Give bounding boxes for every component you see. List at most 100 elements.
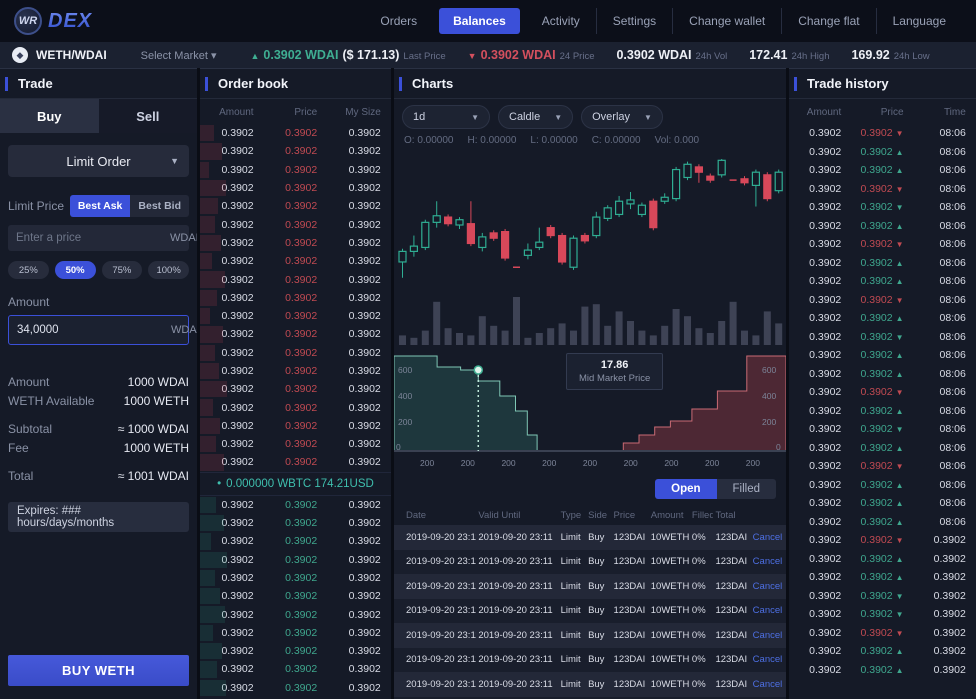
cancel-order-link[interactable]: Cancel xyxy=(752,580,783,592)
trade-history-row[interactable]: 0.3902 0.3902 ▼ 0.3902 xyxy=(809,626,966,639)
trade-history-row[interactable]: 0.3902 0.3902 ▲ 08:06 xyxy=(809,275,966,288)
candlestick-chart[interactable] xyxy=(394,151,786,347)
order-book-row[interactable]: 0.3902 0.3902 0.3902 xyxy=(200,435,391,453)
trade-history-row[interactable]: 0.3902 0.3902 ▲ 08:06 xyxy=(809,145,966,158)
nav-item-balances[interactable]: Balances xyxy=(439,8,520,34)
order-book-row[interactable]: 0.3902 0.3902 0.3902 xyxy=(200,624,391,642)
trade-history-row[interactable]: 0.3902 0.3902 ▲ 0.3902 xyxy=(809,552,966,565)
order-book-row[interactable]: 0.3902 0.3902 0.3902 xyxy=(200,569,391,587)
depth-chart[interactable]: 600 600 400 400 200 200 0 0 17.86 Mid Market Pr… xyxy=(394,347,786,473)
nav-item-settings[interactable]: Settings xyxy=(595,8,672,34)
order-book-row[interactable]: 0.3902 0.3902 0.3902 xyxy=(200,380,391,398)
trade-history-row[interactable]: 0.3902 0.3902 ▼ 08:06 xyxy=(809,386,966,399)
arrow-up-icon: ▲ xyxy=(895,314,904,324)
cancel-order-link[interactable]: Cancel xyxy=(752,654,783,666)
select-market-dropdown[interactable]: Select Market ▾ xyxy=(140,49,217,62)
order-book-row[interactable]: 0.3902 0.3902 0.3902 xyxy=(200,551,391,569)
trade-history-row[interactable]: 0.3902 0.3902 ▲ 0.3902 xyxy=(809,663,966,676)
cancel-order-link[interactable]: Cancel xyxy=(752,605,783,617)
order-book-row[interactable]: 0.3902 0.3902 0.3902 xyxy=(200,398,391,416)
nav-item-orders[interactable]: Orders xyxy=(380,14,418,28)
order-book-row[interactable]: 0.3902 0.3902 0.3902 xyxy=(200,142,391,160)
order-book-row[interactable]: 0.3902 0.3902 0.3902 xyxy=(200,289,391,307)
order-type-select[interactable]: Limit Order ▼ xyxy=(8,145,189,177)
percent-100[interactable]: 100% xyxy=(148,261,189,279)
trade-history-row[interactable]: 0.3902 0.3902 ▲ 08:06 xyxy=(809,367,966,380)
trade-history-row[interactable]: 0.3902 0.3902 ▼ 0.3902 xyxy=(809,589,966,602)
trade-history-row[interactable]: 0.3902 0.3902 ▲ 0.3902 xyxy=(809,571,966,584)
trade-history-row[interactable]: 0.3902 0.3902 ▲ 08:06 xyxy=(809,478,966,491)
order-book-row[interactable]: 0.3902 0.3902 0.3902 xyxy=(200,307,391,325)
depth-x-tick: 200 xyxy=(501,458,516,468)
order-book-row[interactable]: 0.3902 0.3902 0.3902 xyxy=(200,270,391,288)
order-book-row[interactable]: 0.3902 0.3902 0.3902 xyxy=(200,179,391,197)
trade-history-row[interactable]: 0.3902 0.3902 ▼ 08:06 xyxy=(809,460,966,473)
trade-history-row[interactable]: 0.3902 0.3902 ▼ 08:06 xyxy=(809,423,966,436)
trade-history-row[interactable]: 0.3902 0.3902 ▼ 0.3902 xyxy=(809,608,966,621)
order-book-row[interactable]: 0.3902 0.3902 0.3902 xyxy=(200,362,391,380)
trade-history-row[interactable]: 0.3902 0.3902 ▼ 08:06 xyxy=(809,182,966,195)
trade-history-row[interactable]: 0.3902 0.3902 ▲ 08:06 xyxy=(809,404,966,417)
order-book-row[interactable]: 0.3902 0.3902 0.3902 xyxy=(200,453,391,471)
cancel-order-link[interactable]: Cancel xyxy=(752,531,783,543)
order-book-row[interactable]: 0.3902 0.3902 0.3902 xyxy=(200,605,391,623)
order-book-row[interactable]: 0.3902 0.3902 0.3902 xyxy=(200,344,391,362)
order-book-row[interactable]: 0.3902 0.3902 0.3902 xyxy=(200,514,391,532)
order-book-row[interactable]: 0.3902 0.3902 0.3902 xyxy=(200,679,391,697)
price-input-suffix: WDAI xyxy=(170,232,197,244)
trade-history-row[interactable]: 0.3902 0.3902 ▼ 08:06 xyxy=(809,127,966,140)
accent-bar xyxy=(399,76,402,91)
arrow-down-icon: ▼ xyxy=(895,628,904,638)
percent-75[interactable]: 75% xyxy=(101,261,143,279)
nav-item-activity[interactable]: Activity xyxy=(541,14,580,28)
tab-buy[interactable]: Buy xyxy=(0,99,99,133)
trade-history-row[interactable]: 0.3902 0.3902 ▲ 08:06 xyxy=(809,441,966,454)
tab-filled-orders[interactable]: Filled xyxy=(716,479,776,499)
tab-sell[interactable]: Sell xyxy=(98,99,197,133)
order-book-row[interactable]: 0.3902 0.3902 0.3902 xyxy=(200,642,391,660)
tab-open-orders[interactable]: Open xyxy=(655,479,717,499)
order-book-row[interactable]: 0.3902 0.3902 0.3902 xyxy=(200,325,391,343)
order-book-row[interactable]: 0.3902 0.3902 0.3902 xyxy=(200,252,391,270)
expires-input[interactable]: Expires: ### hours/days/months xyxy=(8,502,189,532)
trade-history-row[interactable]: 0.3902 0.3902 ▲ 08:06 xyxy=(809,497,966,510)
order-book-row[interactable]: 0.3902 0.3902 0.3902 xyxy=(200,234,391,252)
cancel-order-link[interactable]: Cancel xyxy=(752,556,783,568)
order-book-row[interactable]: 0.3902 0.3902 0.3902 xyxy=(200,660,391,678)
order-book-row[interactable]: 0.3902 0.3902 0.3902 xyxy=(200,215,391,233)
trade-history-row[interactable]: 0.3902 0.3902 ▲ 08:06 xyxy=(809,219,966,232)
order-book-row[interactable]: 0.3902 0.3902 0.3902 xyxy=(200,417,391,435)
price-input[interactable] xyxy=(16,232,170,244)
nav-item-language[interactable]: Language xyxy=(875,8,962,34)
trade-history-row[interactable]: 0.3902 0.3902 ▲ 08:06 xyxy=(809,256,966,269)
trade-history-row[interactable]: 0.3902 0.3902 ▼ 08:06 xyxy=(809,201,966,214)
order-book-row[interactable]: 0.3902 0.3902 0.3902 xyxy=(200,532,391,550)
amount-input[interactable] xyxy=(17,324,171,336)
buy-weth-button[interactable]: BUY WETH xyxy=(8,655,189,686)
trade-history-row[interactable]: 0.3902 0.3902 ▼ 0.3902 xyxy=(809,534,966,547)
trade-history-row[interactable]: 0.3902 0.3902 ▼ 08:06 xyxy=(809,293,966,306)
trade-history-row[interactable]: 0.3902 0.3902 ▲ 08:06 xyxy=(809,515,966,528)
trade-history-row[interactable]: 0.3902 0.3902 ▲ 08:06 xyxy=(809,349,966,362)
chart-control-1d[interactable]: 1d ▼ xyxy=(402,105,490,129)
trade-history-row[interactable]: 0.3902 0.3902 ▲ 08:06 xyxy=(809,312,966,325)
trade-history-row[interactable]: 0.3902 0.3902 ▼ 08:06 xyxy=(809,330,966,343)
order-book-row[interactable]: 0.3902 0.3902 0.3902 xyxy=(200,496,391,514)
cancel-order-link[interactable]: Cancel xyxy=(752,678,783,690)
order-book-row[interactable]: 0.3902 0.3902 0.3902 xyxy=(200,197,391,215)
order-book-row[interactable]: 0.3902 0.3902 0.3902 xyxy=(200,161,391,179)
cancel-order-link[interactable]: Cancel xyxy=(752,629,783,641)
chart-control-caldle[interactable]: Caldle ▼ xyxy=(498,105,574,129)
order-book-row[interactable]: 0.3902 0.3902 0.3902 xyxy=(200,587,391,605)
nav-item-change-flat[interactable]: Change flat xyxy=(781,8,875,34)
best-bid-button[interactable]: Best Bid xyxy=(130,195,189,217)
order-book-row[interactable]: 0.3902 0.3902 0.3902 xyxy=(200,124,391,142)
nav-item-change-wallet[interactable]: Change wallet xyxy=(672,8,781,34)
trade-history-row[interactable]: 0.3902 0.3902 ▲ 0.3902 xyxy=(809,645,966,658)
percent-50[interactable]: 50% xyxy=(54,261,96,279)
trade-history-row[interactable]: 0.3902 0.3902 ▼ 08:06 xyxy=(809,238,966,251)
best-ask-button[interactable]: Best Ask xyxy=(69,195,131,217)
chart-control-overlay[interactable]: Overlay ▼ xyxy=(581,105,663,129)
percent-25[interactable]: 25% xyxy=(8,261,49,279)
trade-history-row[interactable]: 0.3902 0.3902 ▲ 08:06 xyxy=(809,164,966,177)
